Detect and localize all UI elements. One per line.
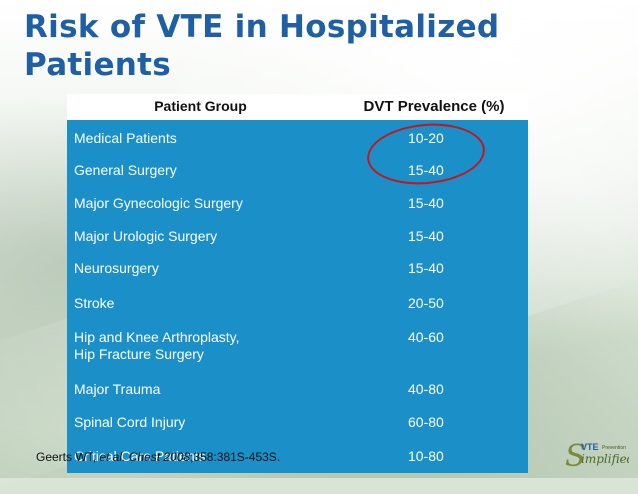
table-row: Stroke 20-50 (67, 285, 528, 319)
header-patient-group: Patient Group (154, 98, 247, 114)
patient-group-label: Critical Care Patients (74, 448, 206, 464)
cell-dvt-prevalence: 15-40 (408, 260, 444, 276)
citation-authors: Geerts WT, (36, 450, 100, 464)
citation-journal: et al. Chest 2008 (99, 450, 191, 464)
cell-dvt-prevalence: 15-40 (408, 162, 444, 178)
table-row: General Surgery 15-40 (67, 152, 528, 185)
patient-group-label: Neurosurgery (74, 260, 159, 276)
patient-group-label: Major Urologic Surgery (74, 228, 218, 244)
citation: Geerts WT, et al. Chest 2008;358:381S-45… (36, 450, 280, 464)
table-row: Neurosurgery 15-40 (67, 251, 528, 285)
table-row: Critical Care Patients 10-80 (67, 438, 528, 473)
slide-title: Risk of VTE in Hospitalized Patients (24, 9, 500, 83)
cell-patient-group: Hip and Knee Arthroplasty, Hip Fracture S… (67, 329, 335, 363)
patient-group-label: Medical Patients (74, 130, 177, 146)
cell-dvt-prevalence: 15-40 (408, 195, 444, 211)
patient-group-label: Major Gynecologic Surgery (74, 195, 243, 211)
cell-patient-group: Major Gynecologic Surgery (67, 195, 335, 212)
cell-dvt-prevalence: 20-50 (408, 295, 444, 311)
cell-patient-group: Critical Care Patients (67, 448, 335, 465)
table-row: Major Trauma 40-80 (67, 371, 528, 404)
logo-tag: Prevention (602, 445, 626, 451)
table-row: Spinal Cord Injury 60-80 (67, 404, 528, 438)
patient-group-label: Stroke (74, 295, 115, 311)
cell-patient-group: Major Urologic Surgery (67, 228, 335, 245)
cell-dvt-prevalence: 10-80 (408, 448, 444, 464)
cell-dvt-prevalence: 15-40 (408, 228, 444, 244)
cell-patient-group: Medical Patients (67, 130, 335, 147)
prevalence-table: Patient Group DVT Prevalence (%) Medical… (67, 94, 528, 473)
table-row: Hip and Knee Arthroplasty, Hip Fracture S… (67, 319, 528, 371)
patient-group-label: General Surgery (74, 162, 177, 178)
cell-dvt-prevalence: 60-80 (408, 414, 444, 430)
table-body: Medical Patients 10-20 General Surgery 15-4… (67, 120, 528, 473)
vte-prevention-simplified-logo: S VTE Prevention implified (565, 439, 629, 472)
cell-patient-group: Neurosurgery (67, 260, 335, 277)
cell-patient-group: Major Trauma (67, 381, 335, 398)
table-row: Medical Patients 10-20 (67, 120, 528, 152)
logo-prefix: VTE (581, 442, 599, 452)
cell-dvt-prevalence: 40-80 (408, 381, 444, 397)
patient-group-label: Hip and Knee Arthroplasty, (74, 329, 240, 345)
patient-group-label: Spinal Cord Injury (74, 414, 186, 430)
cell-patient-group: General Surgery (67, 162, 335, 179)
patient-group-label: Major Trauma (74, 381, 161, 397)
table-header-row: Patient Group DVT Prevalence (%) (67, 94, 528, 120)
logo-letter: S (565, 439, 586, 472)
cell-dvt-prevalence: 10-20 (408, 130, 444, 146)
patient-group-label-line2: Hip Fracture Surgery (74, 346, 204, 362)
table-row: Major Gynecologic Surgery 15-40 (67, 185, 528, 218)
cell-patient-group: Spinal Cord Injury (67, 414, 335, 431)
table-row: Major Urologic Surgery 15-40 (67, 218, 528, 251)
logo-word: implified (581, 452, 629, 466)
cell-dvt-prevalence: 40-60 (408, 329, 444, 345)
citation-pages: ;358:381S-453S. (190, 450, 281, 464)
cell-patient-group: Stroke (67, 295, 335, 312)
header-dvt-prevalence: DVT Prevalence (%) (363, 98, 505, 115)
